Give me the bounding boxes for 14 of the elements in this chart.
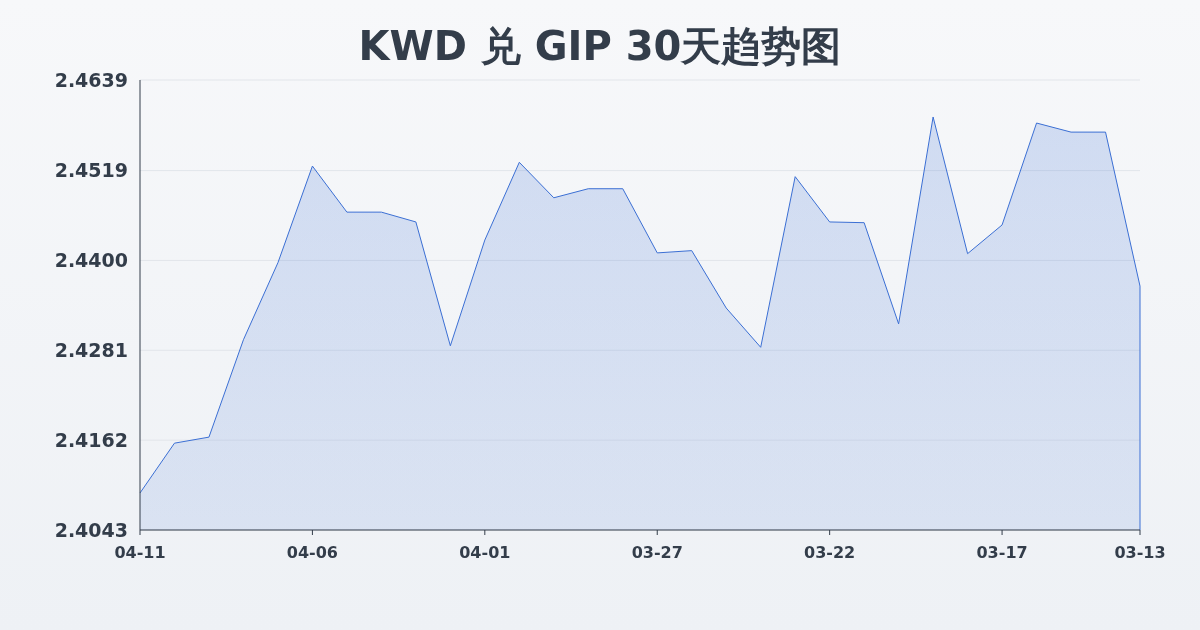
x-tick-label: 03-27 <box>631 543 683 562</box>
x-tick-label: 03-22 <box>804 543 856 562</box>
y-tick-label: 2.4400 <box>54 249 128 272</box>
y-tick-label: 2.4639 <box>54 68 128 91</box>
y-tick-label: 2.4162 <box>54 428 128 451</box>
chart-title: KWD 兑 GIP 30天趋势图 <box>358 23 842 69</box>
x-tick-label: 04-01 <box>459 543 511 562</box>
y-tick-label: 2.4281 <box>54 338 128 361</box>
y-tick-label: 2.4519 <box>54 159 128 182</box>
y-tick-label: 2.4043 <box>54 518 128 541</box>
x-tick-label: 03-13 <box>1114 543 1166 562</box>
x-tick-label: 04-06 <box>286 543 338 562</box>
x-tick-label: 04-11 <box>114 543 166 562</box>
x-tick-label: 03-17 <box>976 543 1028 562</box>
